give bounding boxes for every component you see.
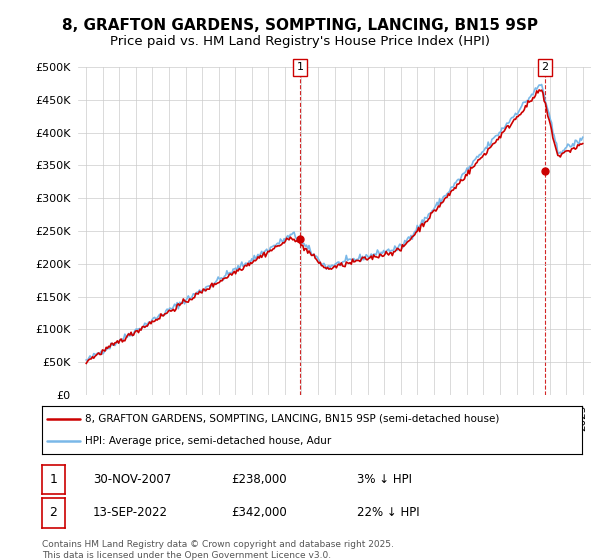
Text: Price paid vs. HM Land Registry's House Price Index (HPI): Price paid vs. HM Land Registry's House …: [110, 35, 490, 49]
Text: HPI: Average price, semi-detached house, Adur: HPI: Average price, semi-detached house,…: [85, 436, 331, 446]
Text: 8, GRAFTON GARDENS, SOMPTING, LANCING, BN15 9SP: 8, GRAFTON GARDENS, SOMPTING, LANCING, B…: [62, 18, 538, 32]
Text: 8, GRAFTON GARDENS, SOMPTING, LANCING, BN15 9SP (semi-detached house): 8, GRAFTON GARDENS, SOMPTING, LANCING, B…: [85, 414, 500, 424]
Text: 2: 2: [49, 506, 58, 520]
Text: Contains HM Land Registry data © Crown copyright and database right 2025.
This d: Contains HM Land Registry data © Crown c…: [42, 540, 394, 559]
Text: 3% ↓ HPI: 3% ↓ HPI: [357, 473, 412, 486]
Text: 22% ↓ HPI: 22% ↓ HPI: [357, 506, 419, 520]
Text: 30-NOV-2007: 30-NOV-2007: [93, 473, 171, 486]
Text: 1: 1: [49, 473, 58, 486]
Text: £342,000: £342,000: [231, 506, 287, 520]
Text: 1: 1: [296, 62, 304, 72]
Text: 2: 2: [541, 62, 548, 72]
Text: £238,000: £238,000: [231, 473, 287, 486]
Text: 13-SEP-2022: 13-SEP-2022: [93, 506, 168, 520]
